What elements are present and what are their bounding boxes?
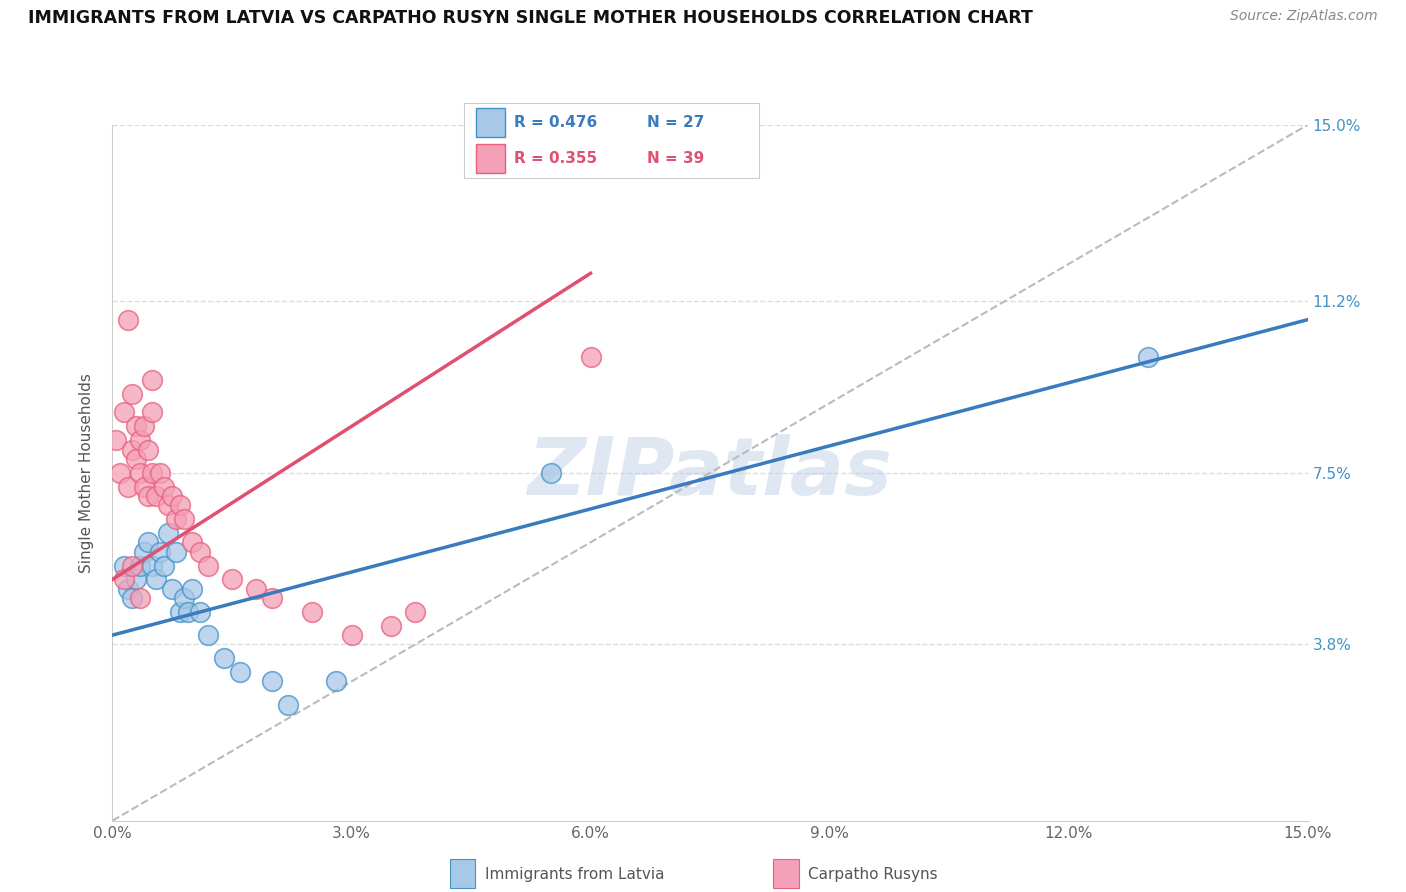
Point [114,558,135,573]
Point [177,605,200,619]
Point [134,544,156,558]
Point [117,480,139,494]
Point [110,466,132,480]
Point [138,535,160,549]
Point [117,312,139,326]
Text: N = 27: N = 27 [647,115,704,130]
Point [579,350,602,364]
Point [188,544,211,558]
Point [153,480,176,494]
Point [277,698,299,712]
Point [157,498,180,512]
Point [165,544,187,558]
Point [260,674,283,689]
Point [157,526,180,541]
Point [181,535,204,549]
Y-axis label: Single Mother Households: Single Mother Households [79,373,94,573]
Point [173,591,195,605]
Point [181,582,204,596]
Point [134,419,156,434]
Point [153,558,176,573]
Point [141,558,163,573]
Point [141,373,163,387]
Point [105,434,128,448]
Point [540,466,562,480]
Point [1137,350,1160,364]
Text: Source: ZipAtlas.com: Source: ZipAtlas.com [1230,9,1378,23]
Point [125,573,148,587]
Point [165,512,187,526]
Text: Carpatho Rusyns: Carpatho Rusyns [808,867,938,881]
Point [162,489,183,503]
Point [169,498,191,512]
Point [169,605,191,619]
Text: N = 39: N = 39 [647,151,704,166]
Point [149,544,172,558]
Point [114,573,135,587]
Point [141,405,163,419]
Point [121,558,143,573]
Point [404,605,426,619]
Point [121,591,143,605]
Bar [475,108,505,136]
Point [197,628,219,642]
Point [129,466,152,480]
Point [129,558,152,573]
Point [162,582,183,596]
Point [117,582,139,596]
Point [138,489,160,503]
Point [325,674,347,689]
Text: R = 0.476: R = 0.476 [515,115,598,130]
Point [121,442,143,457]
Point [245,582,267,596]
Point [340,628,363,642]
Point [125,451,148,466]
Bar [475,145,505,173]
Text: ZIPatlas: ZIPatlas [527,434,893,512]
Point [129,434,152,448]
Point [129,591,152,605]
Point [221,573,243,587]
Point [138,442,160,457]
Point [114,405,135,419]
Point [229,665,252,680]
Point [212,651,235,665]
Text: Immigrants from Latvia: Immigrants from Latvia [485,867,665,881]
Point [301,605,323,619]
Point [173,512,195,526]
Point [145,489,167,503]
Point [380,619,402,633]
Point [125,419,148,434]
Point [145,573,167,587]
Point [141,466,163,480]
Point [149,466,172,480]
Point [197,558,219,573]
Point [134,480,156,494]
Point [121,387,143,401]
Point [188,605,211,619]
Point [260,591,283,605]
Text: R = 0.355: R = 0.355 [515,151,598,166]
Text: IMMIGRANTS FROM LATVIA VS CARPATHO RUSYN SINGLE MOTHER HOUSEHOLDS CORRELATION CH: IMMIGRANTS FROM LATVIA VS CARPATHO RUSYN… [28,9,1033,27]
